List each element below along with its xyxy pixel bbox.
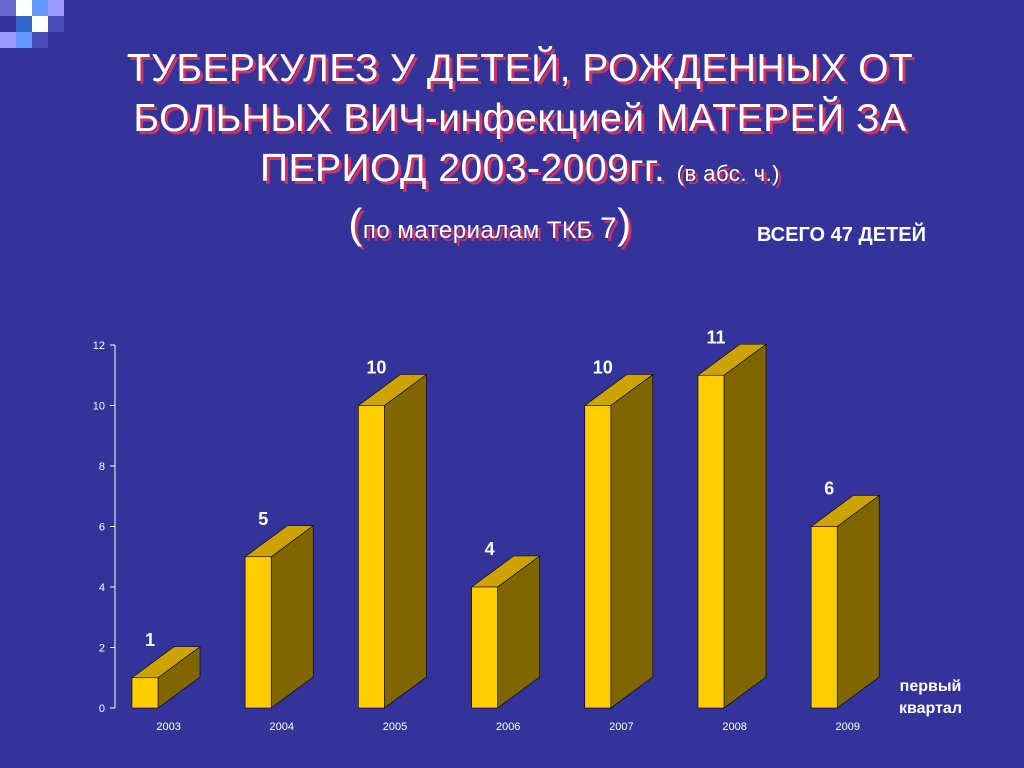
x-tick-label: 2008 <box>722 721 746 733</box>
title-line-1: ТУБЕРКУЛЕЗ У ДЕТЕЙ, РОЖДЕННЫХ ОТ <box>126 47 914 90</box>
quarter-note: первый квартал <box>899 676 962 720</box>
data-label: 5 <box>258 509 268 529</box>
y-tick-label: 10 <box>93 401 105 413</box>
bar <box>584 405 612 709</box>
x-tick-label: 2009 <box>836 721 860 733</box>
data-label: 10 <box>366 358 386 378</box>
source-number: 7 <box>599 212 618 245</box>
title-source: (по материалам ТКБ 7) <box>0 199 1000 256</box>
title-line-3: ПЕРИОД 2003-2009гг. (в абс. ч.) <box>40 144 1000 199</box>
data-label: 11 <box>706 327 725 347</box>
corner-decoration <box>0 0 64 48</box>
source-paren-open: ( <box>348 200 363 247</box>
bar-side <box>723 343 767 709</box>
slide-title: ТУБЕРКУЛЕЗ У ДЕТЕЙ, РОЖДЕННЫХ ОТ БОЛЬНЫХ… <box>40 44 1000 256</box>
bar <box>244 556 272 709</box>
source-text: по материалам ТКБ <box>362 217 600 244</box>
total-count: ВСЕГО 47 ДЕТЕЙ <box>757 224 926 246</box>
bar <box>358 405 385 709</box>
note-line-2: квартал <box>899 700 962 717</box>
bar <box>471 586 498 709</box>
y-tick-label: 6 <box>99 522 105 534</box>
bar-side <box>384 373 427 709</box>
title-line-2: БОЛЬНЫХ ВИЧ-инфекцией МАТЕРЕЙ ЗА <box>133 97 907 140</box>
bar-side <box>836 494 880 709</box>
y-tick-label: 2 <box>99 643 105 655</box>
title-units: (в абс. ч.) <box>676 161 781 186</box>
data-label: 10 <box>593 358 613 378</box>
source-paren-close: ) <box>617 200 632 247</box>
y-tick-label: 8 <box>99 461 105 473</box>
note-line-1: первый <box>899 678 962 695</box>
x-tick-label: 2003 <box>156 721 180 733</box>
bar <box>697 374 725 709</box>
x-tick-label: 2004 <box>270 721 294 733</box>
bar-side <box>270 525 314 709</box>
data-label: 1 <box>145 630 155 650</box>
y-tick-label: 12 <box>93 340 105 352</box>
x-tick-label: 2007 <box>609 721 633 733</box>
bar <box>810 526 838 709</box>
bar <box>131 677 159 709</box>
data-label: 4 <box>485 539 495 559</box>
y-tick-label: 0 <box>99 703 105 715</box>
y-tick-label: 4 <box>99 582 105 594</box>
x-tick-label: 2006 <box>496 721 520 733</box>
data-label: 6 <box>824 479 834 499</box>
bar-side <box>610 373 654 709</box>
x-tick-label: 2005 <box>383 721 407 733</box>
title-period: ПЕРИОД 2003-2009гг. <box>259 147 666 190</box>
